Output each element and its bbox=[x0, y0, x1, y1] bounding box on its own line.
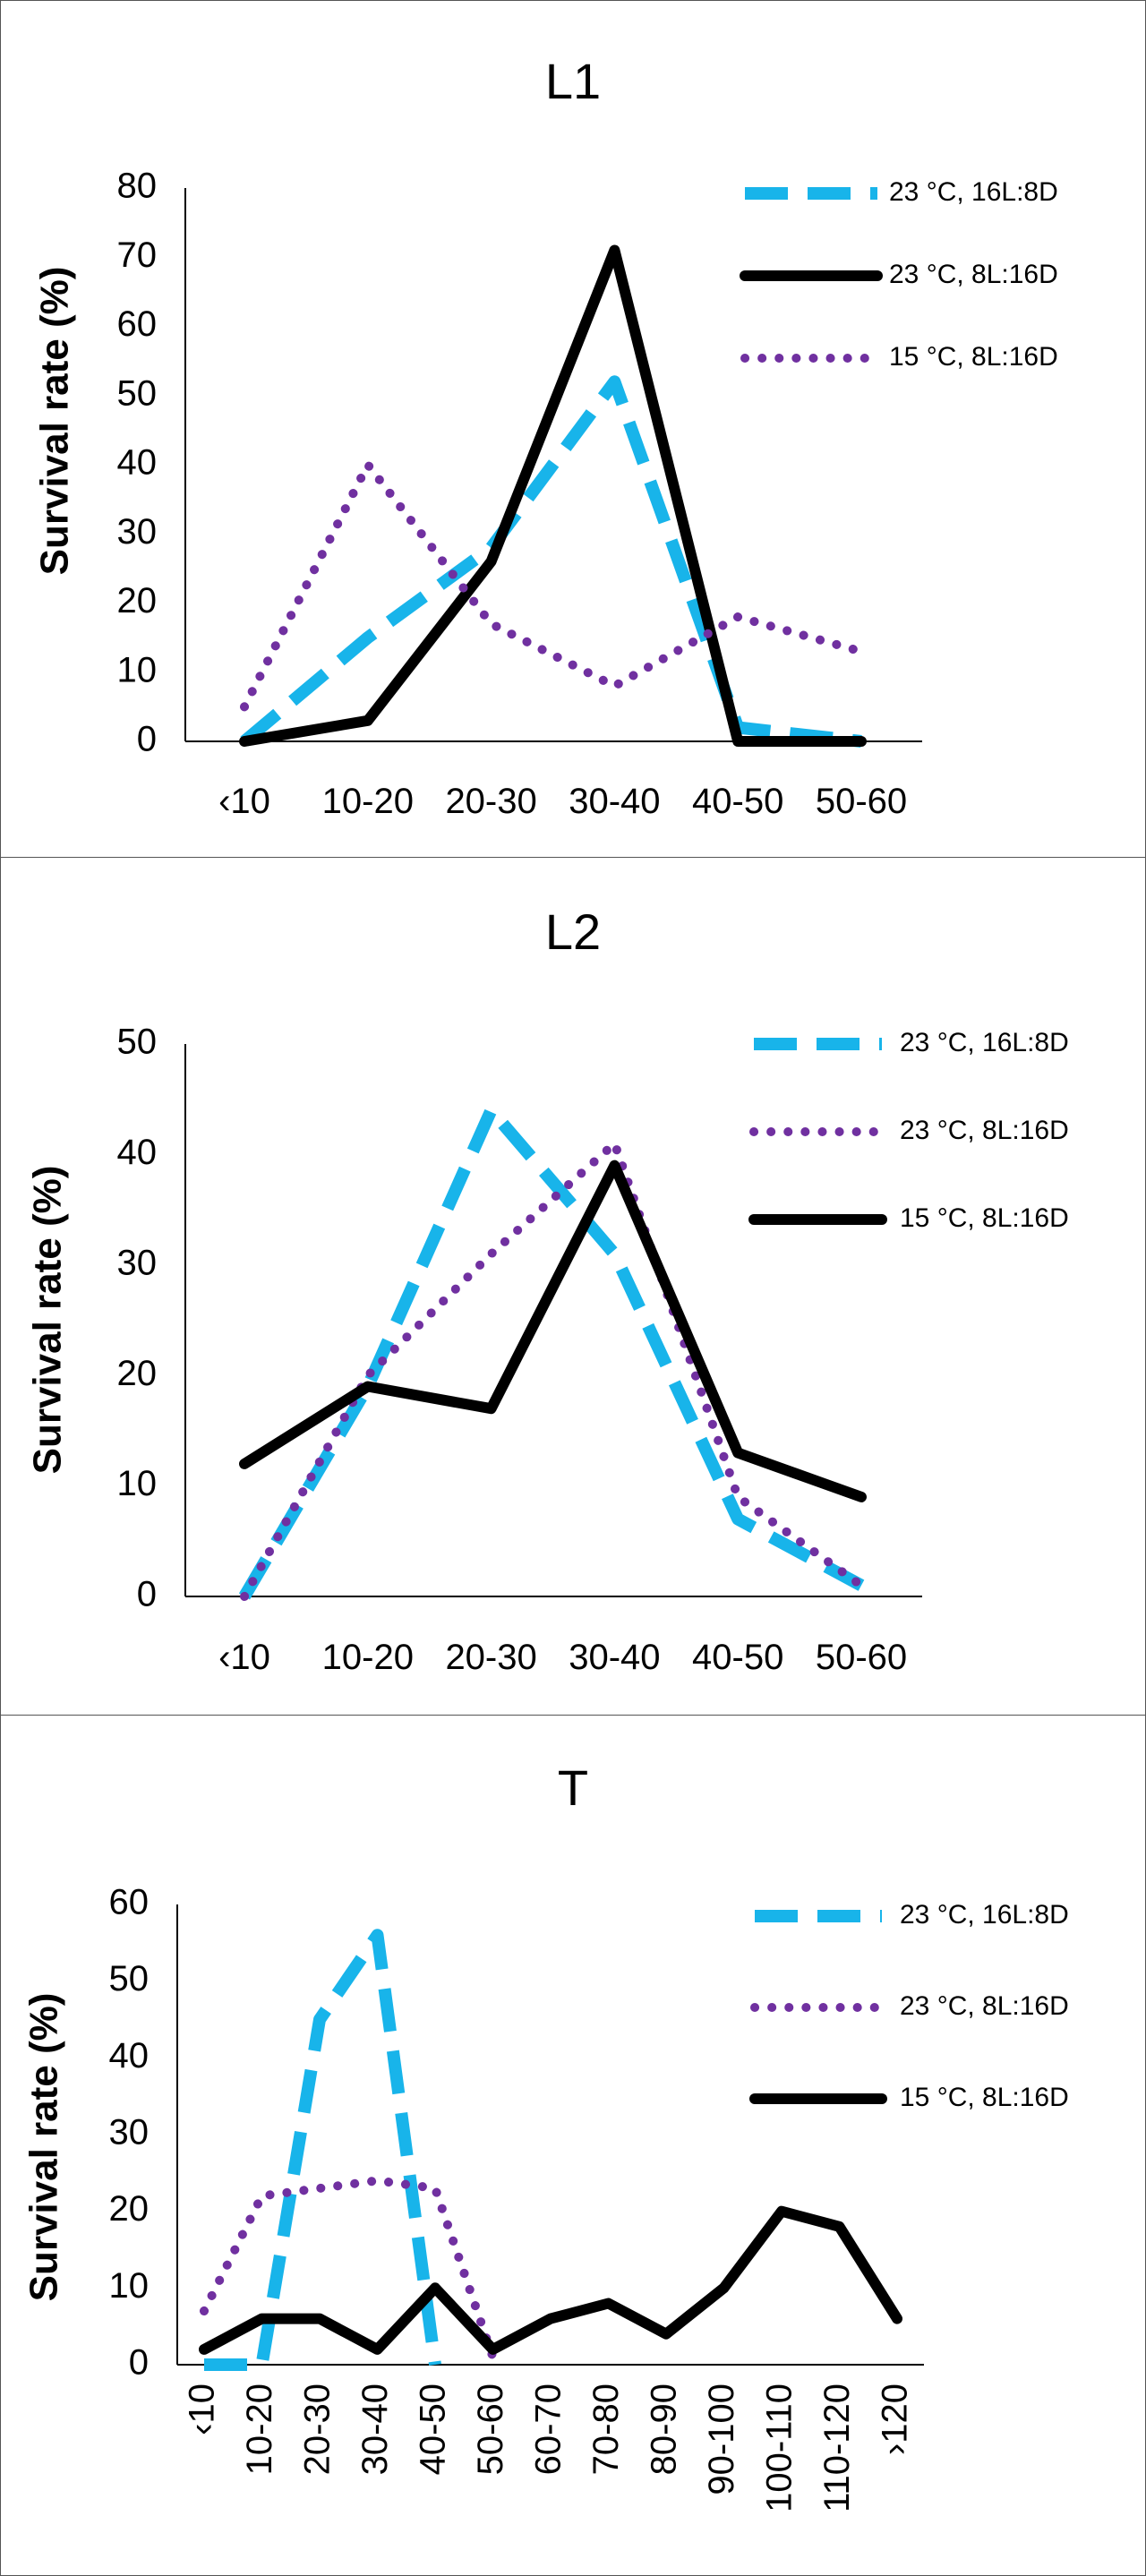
x-tick-label: 50-60 bbox=[816, 782, 907, 821]
x-tick-label: 30-40 bbox=[569, 782, 660, 821]
y-tick-label: 40 bbox=[117, 443, 158, 483]
y-axis-label: Survival rate (%) bbox=[26, 1166, 70, 1475]
series-line bbox=[239, 244, 867, 747]
legend-label: 15 °C, 8L:16D bbox=[889, 342, 1058, 372]
x-tick-label: 100-110 bbox=[760, 2383, 800, 2512]
x-tick-label: 70-80 bbox=[586, 2383, 626, 2475]
y-tick-label: 70 bbox=[117, 235, 158, 275]
chart-panel-l2 bbox=[0, 857, 1146, 1716]
x-tick-label: 110-120 bbox=[817, 2383, 857, 2512]
series-line bbox=[240, 1139, 866, 1601]
y-tick-label: 30 bbox=[117, 512, 158, 552]
y-tick-label: 0 bbox=[129, 2343, 149, 2383]
legend-label: 23 °C, 8L:16D bbox=[900, 1116, 1069, 1145]
x-tick-label: 20-30 bbox=[445, 1638, 536, 1677]
y-tick-label: 50 bbox=[117, 1023, 158, 1062]
chart-title: T bbox=[558, 1759, 588, 1816]
x-tick-label: 30-40 bbox=[355, 2383, 395, 2475]
chart-title: L1 bbox=[545, 53, 601, 109]
y-tick-label: 60 bbox=[117, 304, 158, 344]
y-tick-label: 20 bbox=[117, 1354, 158, 1393]
y-tick-label: 10 bbox=[109, 2266, 150, 2306]
x-tick-label: 80-90 bbox=[645, 2383, 684, 2475]
x-tick-label: 10-20 bbox=[240, 2383, 279, 2475]
x-tick-label: 90-100 bbox=[702, 2383, 741, 2495]
legend-label: 15 °C, 8L:16D bbox=[900, 2083, 1069, 2112]
series-line bbox=[238, 1104, 865, 1600]
x-tick-label: ‹10 bbox=[218, 782, 270, 821]
series-line bbox=[204, 1929, 441, 2371]
x-tick-label: 10-20 bbox=[322, 1638, 414, 1677]
y-axis-label: Survival rate (%) bbox=[33, 267, 77, 576]
y-axis-label: Survival rate (%) bbox=[22, 1993, 66, 2302]
x-tick-label: 20-30 bbox=[445, 782, 536, 821]
legend-label: 23 °C, 16L:8D bbox=[889, 177, 1058, 207]
y-tick-label: 10 bbox=[117, 1464, 158, 1503]
series-line bbox=[239, 1160, 867, 1502]
x-tick-label: 50-60 bbox=[816, 1638, 907, 1677]
x-tick-label: 40-50 bbox=[692, 1638, 783, 1677]
y-tick-label: 10 bbox=[117, 650, 158, 689]
y-tick-label: 40 bbox=[109, 2036, 150, 2075]
y-tick-label: 40 bbox=[117, 1133, 158, 1172]
x-tick-label: 60-70 bbox=[529, 2383, 569, 2475]
y-tick-label: 60 bbox=[109, 1883, 150, 1922]
legend-label: 23 °C, 16L:8D bbox=[900, 1900, 1069, 1930]
series-line bbox=[199, 2205, 902, 2355]
x-tick-label: 40-50 bbox=[414, 2383, 453, 2475]
legend-label: 23 °C, 8L:16D bbox=[889, 260, 1058, 289]
y-tick-label: 30 bbox=[117, 1243, 158, 1282]
x-tick-label: 10-20 bbox=[322, 782, 414, 821]
y-tick-label: 50 bbox=[109, 1959, 150, 1998]
legend-label: 15 °C, 8L:16D bbox=[900, 1203, 1069, 1233]
x-tick-label: 30-40 bbox=[569, 1638, 660, 1677]
y-tick-label: 30 bbox=[109, 2113, 150, 2152]
y-tick-label: 80 bbox=[117, 167, 158, 206]
legend-label: 23 °C, 16L:8D bbox=[900, 1028, 1069, 1057]
x-tick-label: ‹10 bbox=[218, 1638, 270, 1677]
y-tick-label: 20 bbox=[109, 2189, 150, 2229]
x-tick-label: 50-60 bbox=[471, 2383, 510, 2475]
y-tick-label: 50 bbox=[117, 373, 158, 413]
series-line bbox=[240, 460, 866, 712]
chart-title: L2 bbox=[545, 903, 601, 960]
y-tick-label: 20 bbox=[117, 581, 158, 620]
y-tick-label: 0 bbox=[137, 1575, 157, 1614]
x-tick-label: ›120 bbox=[876, 2383, 915, 2455]
x-tick-label: 40-50 bbox=[692, 782, 783, 821]
y-tick-label: 0 bbox=[137, 720, 157, 759]
x-tick-label: ‹10 bbox=[183, 2383, 222, 2435]
series-line bbox=[240, 375, 862, 748]
legend-label: 23 °C, 8L:16D bbox=[900, 1991, 1069, 2021]
x-tick-label: 20-30 bbox=[298, 2383, 338, 2475]
